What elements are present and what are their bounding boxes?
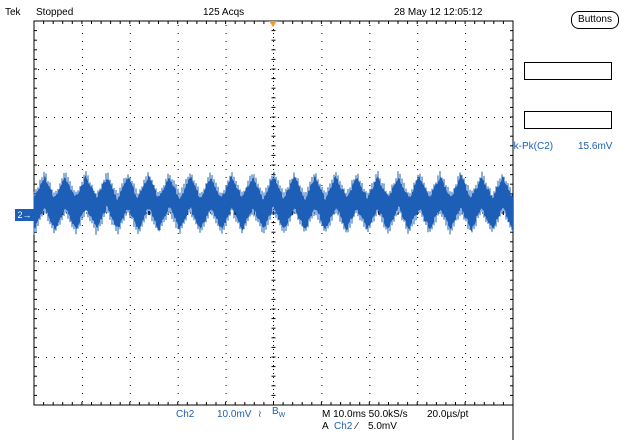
channel-2-waveform-noise (33, 171, 513, 235)
buttons-button[interactable]: Buttons (571, 11, 619, 29)
measurement-slot-1[interactable] (524, 62, 612, 80)
timebase-setting: M 10.0ms 50.0kS/s (322, 409, 408, 420)
bandwidth-subscript: W (278, 412, 286, 419)
measurement-label: Pk-Pk(C2) (507, 141, 554, 152)
graticule-grid (38, 25, 511, 402)
trigger-position-marker (269, 21, 277, 27)
bandwidth-letter: B (272, 406, 279, 417)
run-state-label: Stopped (36, 7, 74, 18)
coupling-icon: ≀ (258, 409, 262, 420)
time-resolution: 20.0µs/pt (427, 409, 469, 420)
bandwidth-limit-indicator: BW (272, 406, 285, 419)
brand-label: Tek (5, 7, 21, 18)
channel-2-ground-marker[interactable]: 2→ (15, 209, 34, 221)
trigger-prefix: A (322, 421, 329, 432)
channel-label: Ch2 (176, 409, 195, 420)
date-time: 28 May 12 12:05:12 (394, 7, 483, 18)
measurement-slot-2[interactable] (524, 111, 612, 129)
trigger-channel: Ch2 (334, 421, 353, 432)
trigger-slope-icon: ∕ (356, 421, 358, 432)
volts-per-div: 10.0mV (217, 409, 252, 420)
acquisitions-count: 125 Acqs (203, 7, 245, 18)
measurement-value: 15.6mV (578, 141, 613, 152)
trigger-level: 5.0mV (368, 421, 397, 432)
